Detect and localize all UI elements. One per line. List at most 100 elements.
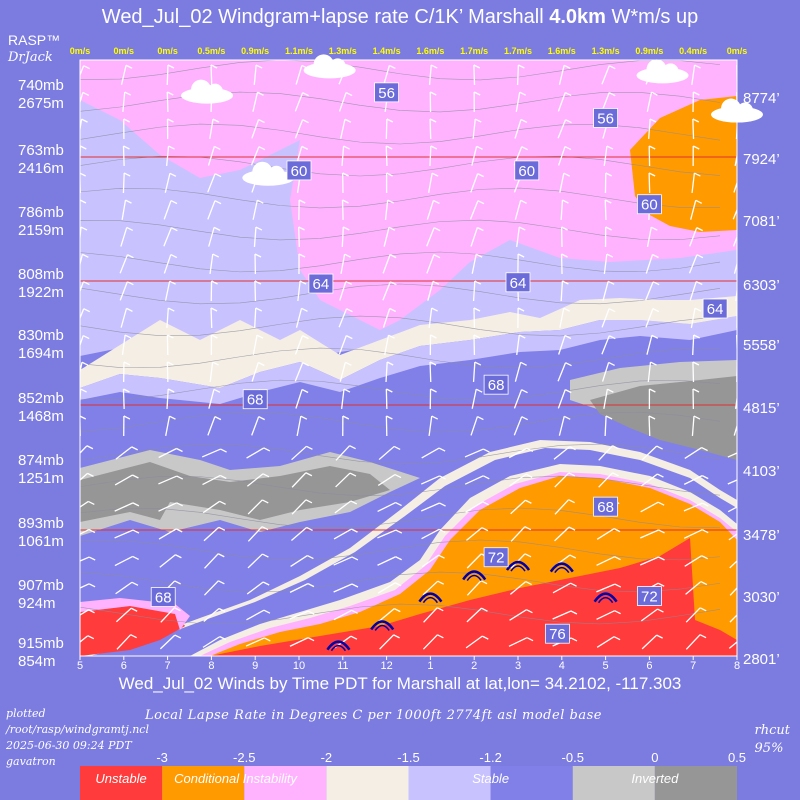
- wind-barb-flag: [307, 583, 315, 588]
- legend-swatch: [572, 766, 655, 800]
- wind-barb-flag: [437, 634, 444, 639]
- wind-barb-shaft: [465, 501, 484, 513]
- altitude-ft-label: 7081’: [743, 213, 780, 230]
- hour-label: 1: [427, 660, 433, 672]
- wind-barb: [429, 91, 437, 113]
- wind-barb: [209, 253, 220, 274]
- wind-barb-shaft: [377, 502, 396, 512]
- theta-label-box: [593, 108, 618, 128]
- wind-barb-shaft: [165, 416, 171, 436]
- wind-barb-flag: [649, 118, 657, 123]
- wind-barb: [247, 526, 269, 542]
- wind-barb-flag: [132, 555, 139, 560]
- wind-barb: [209, 361, 219, 383]
- altitude-m-label: 854m: [18, 653, 56, 670]
- wind-barb: [645, 253, 659, 274]
- wind-barb-flag: [254, 280, 262, 285]
- wind-barb-shaft: [201, 448, 221, 458]
- wind-barb-shaft: [421, 475, 440, 485]
- wind-barb-flag: [526, 447, 534, 452]
- legend-tick-label: 0: [651, 750, 658, 765]
- cloud-icon: [181, 79, 234, 104]
- wind-barb-flag: [386, 388, 393, 393]
- wind-barb-flag: [349, 472, 357, 477]
- wind-barb-shaft: [558, 65, 565, 85]
- wind-barb: [429, 118, 437, 140]
- wind-barb-flag: [745, 636, 751, 639]
- wind-barb-shaft: [163, 254, 172, 274]
- wind-barb-flag: [88, 583, 96, 588]
- wind-barb: [298, 226, 305, 248]
- wind-barb-flag: [170, 200, 178, 205]
- wind-barb: [552, 610, 578, 620]
- wind-barb-flag: [568, 526, 576, 531]
- wind-barb-shaft: [121, 200, 127, 220]
- wind-barb-shaft: [516, 226, 520, 248]
- wind-barb-flag: [439, 475, 446, 480]
- wind-barb-flag: [301, 145, 309, 150]
- wind-barb-shaft: [252, 200, 258, 220]
- layer-instability-top: [80, 60, 737, 80]
- wind-barb-shaft: [596, 636, 615, 648]
- wind-barb: [683, 475, 709, 485]
- wind-barb-shaft: [159, 554, 176, 568]
- wind-barb-flag: [257, 91, 264, 96]
- wind-barb: [557, 362, 572, 382]
- wind-barb-shaft: [601, 308, 610, 328]
- wind-barb-flag: [695, 280, 703, 286]
- wind-barb-shaft: [341, 145, 345, 167]
- contour-line: [80, 283, 721, 305]
- theta-label-box: [637, 194, 662, 215]
- wind-barb: [115, 607, 138, 623]
- wind-barb-shaft: [207, 200, 216, 220]
- wind-barb: [510, 499, 532, 515]
- wind-barb-shaft: [294, 335, 304, 355]
- wind-barb-flag: [126, 226, 134, 232]
- wind-barb-shaft: [210, 307, 213, 329]
- wind-barb-flag: [220, 474, 227, 480]
- wind-barb-flag: [694, 307, 702, 312]
- wind-barb-flag: [212, 118, 220, 123]
- wind-barb-flag: [390, 281, 397, 286]
- wind-barb: [377, 556, 402, 566]
- wind-barb-flag: [298, 226, 305, 231]
- wind-barb: [120, 226, 134, 247]
- contour-line: [80, 507, 721, 529]
- wind-barb: [603, 145, 614, 166]
- wind-barb: [515, 91, 526, 112]
- wind-barb-shaft: [426, 254, 435, 274]
- wind-barb: [557, 119, 572, 139]
- wind-barb-flag: [436, 607, 444, 612]
- wind-barb: [558, 64, 571, 85]
- wind-barb: [727, 452, 737, 458]
- wind-barb: [429, 388, 437, 410]
- wind-barb-flag: [83, 308, 91, 313]
- wind-barb-shaft: [377, 556, 396, 566]
- wind-barb-shaft: [296, 416, 302, 436]
- wind-barb-flag: [212, 361, 219, 366]
- wind-barb-shaft: [339, 281, 347, 301]
- wind-barb: [426, 254, 441, 274]
- wind-barb-shaft: [471, 389, 477, 409]
- wind-barb-flag: [648, 415, 656, 420]
- wind-barb: [333, 556, 359, 566]
- thermal-arc-inner: [422, 596, 439, 604]
- hour-label: 9: [252, 660, 258, 672]
- contour-line: [80, 443, 721, 465]
- theta-label-box: [637, 586, 662, 606]
- thermal-arc-inner: [554, 566, 570, 574]
- wind-barb: [254, 307, 263, 329]
- wind-barb: [466, 527, 489, 541]
- wind-barb-shaft: [729, 587, 737, 596]
- wind-barb-flag: [305, 472, 313, 477]
- wind-barb: [122, 145, 130, 167]
- wind-barb: [736, 64, 737, 86]
- theta-label-box: [374, 82, 400, 103]
- wind-barb-shaft: [426, 227, 435, 247]
- wind-barb-shaft: [290, 526, 308, 542]
- wstar-label: 0m/s: [114, 46, 135, 56]
- wind-barb-flag: [343, 226, 350, 231]
- wind-barb: [80, 445, 94, 454]
- wind-barb-shaft: [115, 581, 133, 595]
- wind-barb-flag: [431, 415, 439, 420]
